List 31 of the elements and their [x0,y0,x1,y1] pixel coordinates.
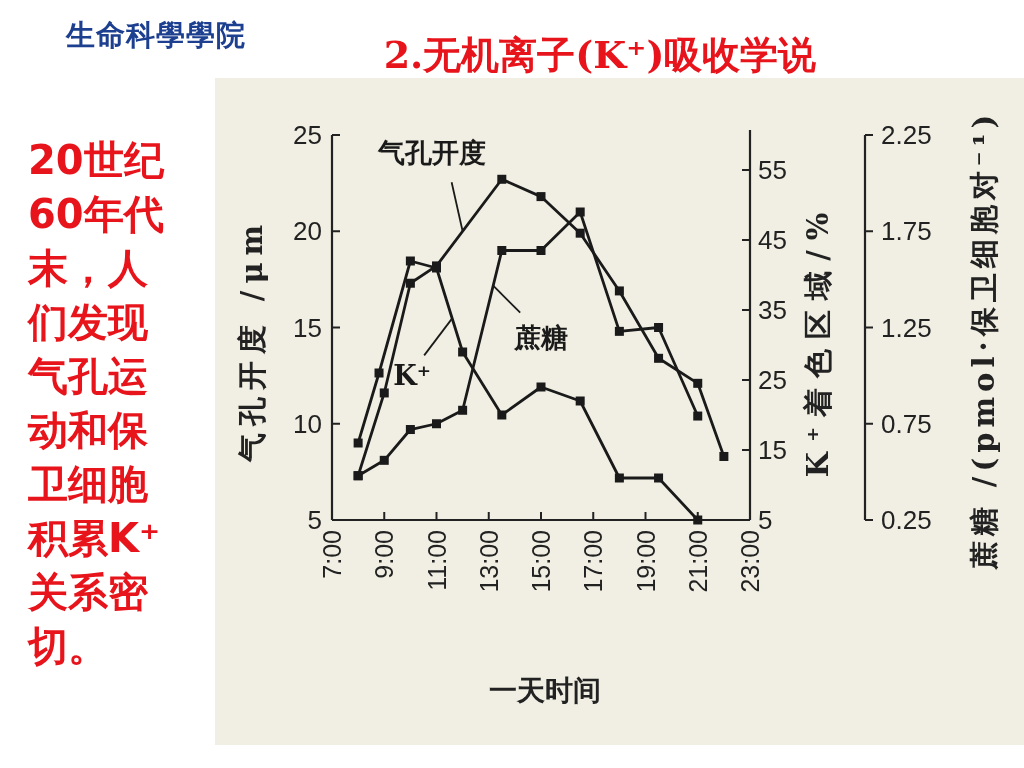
y-tick-label: 20 [293,216,322,247]
legend-label: K⁺ [393,359,432,391]
legend-label: 气孔开度 [377,136,486,168]
y3-tick-label: 1.25 [881,312,932,343]
y3-tick-label: 1.75 [881,216,932,247]
y2-axis-title: K⁺着色区域/% [801,202,835,478]
y2-tick-label: 55 [758,155,787,185]
y3-tick-label: 0.25 [881,505,932,535]
x-tick-label: 21:00 [683,530,712,593]
y2-tick-label: 15 [758,435,787,465]
title: 2.无机离子(K⁺)吸收学说 [382,31,818,79]
x-tick-label: 19:00 [631,530,660,593]
y3-tick-label: 0.75 [881,408,932,439]
annotation: 生命科學學院 [66,17,246,54]
y2-tick-label: 45 [758,225,787,255]
y3-tick-label: 2.25 [881,120,932,150]
x-tick-label: 11:00 [422,530,451,591]
y-tick-label: 25 [293,120,322,150]
y2-tick-label: 35 [758,295,787,325]
annotation: 20世纪60年代末，人们发现气孔运动和保卫细胞积累K⁺关系密切。 [28,136,166,671]
y2-tick-label: 25 [758,365,787,395]
x-tick-label: 15:00 [527,530,555,593]
y3-axis-title: 蔗糖 /(pmol·保卫细胞对⁻¹) [967,109,1001,571]
y-tick-label: 15 [293,312,322,343]
x-tick-label: 9:00 [370,530,399,579]
y-tick-label: 10 [293,408,322,439]
x-axis-title: 一天时间 [489,674,601,707]
legend-label: 蔗糖 [514,322,569,354]
x-tick-label: 17:00 [579,530,608,593]
x-tick-label: 13:00 [474,530,503,593]
y-axis-title: 气孔开度 /μm [235,217,269,463]
